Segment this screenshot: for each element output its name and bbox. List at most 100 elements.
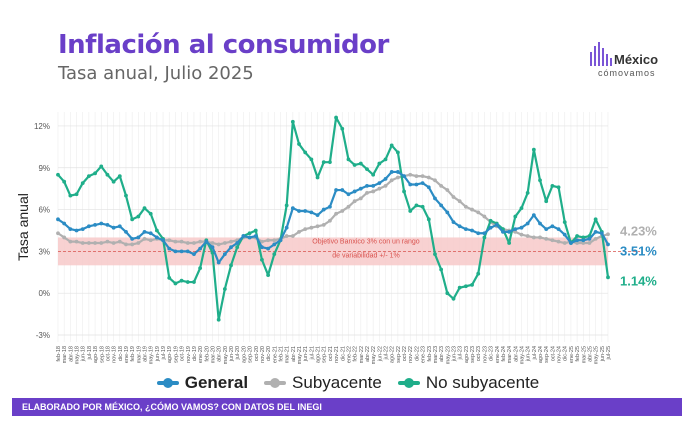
series-point-0	[420, 181, 425, 185]
series-point-2	[395, 150, 400, 155]
series-point-0	[395, 170, 400, 174]
series-point-2	[352, 163, 357, 167]
series-point-1	[463, 204, 468, 209]
series-point-2	[229, 263, 233, 268]
x-tick-label: may-21	[297, 346, 303, 364]
x-tick-label: feb-19	[130, 346, 136, 362]
series-point-2	[80, 181, 85, 185]
legend-label-no-subyacente: No subyacente	[425, 373, 540, 392]
y-axis-title: Tasa anual	[15, 193, 31, 261]
series-point-0	[93, 223, 97, 227]
series-point-0	[136, 235, 141, 240]
series-point-2	[463, 284, 468, 289]
series-point-1	[321, 223, 326, 227]
series-point-0	[340, 188, 345, 192]
x-tick-label: dic-22	[414, 346, 420, 361]
series-point-1	[56, 231, 60, 236]
series-point-0	[328, 204, 332, 209]
x-tick-label: dic-23	[489, 346, 495, 361]
x-tick-label: ago-19	[167, 346, 173, 363]
x-tick-label: ene-20	[198, 346, 204, 363]
series-point-0	[513, 227, 518, 231]
series-point-2	[86, 174, 91, 179]
y-tick-label: -3%	[36, 331, 50, 340]
series-point-2	[538, 178, 542, 183]
x-tick-label: ago-20	[241, 346, 247, 363]
legend-item-subyacente: Subyacente	[264, 373, 382, 393]
series-point-2	[142, 206, 147, 211]
series-point-2	[389, 143, 394, 148]
series-point-2	[216, 317, 221, 322]
series-point-2	[68, 193, 73, 198]
series-point-1	[544, 236, 549, 241]
series-point-1	[315, 224, 320, 229]
x-tick-label: nov-22	[408, 346, 414, 363]
end-value-label: 3.51%	[620, 244, 657, 259]
x-tick-label: mar-24	[507, 346, 513, 363]
series-point-1	[389, 178, 394, 183]
series-point-0	[235, 241, 240, 245]
series-point-0	[99, 221, 104, 226]
series-point-0	[544, 227, 549, 231]
series-point-0	[383, 177, 388, 181]
series-point-1	[179, 239, 184, 244]
x-tick-label: abr-23	[439, 346, 445, 362]
x-tick-label: sep-23	[470, 346, 476, 363]
x-tick-label: feb-23	[427, 346, 433, 362]
x-tick-label: ago-21	[316, 346, 322, 363]
series-point-2	[173, 281, 178, 286]
logo-text-sub: cómovamos	[598, 68, 656, 78]
x-tick-label: jul-25	[606, 346, 612, 360]
end-value-label: 4.23%	[620, 223, 657, 238]
x-tick-label: jul-19	[161, 346, 167, 360]
source-footer: ELABORADO POR MÉXICO, ¿CÓMO VAMOS? CON D…	[12, 398, 682, 416]
series-point-2	[377, 161, 382, 166]
series-point-2	[408, 209, 413, 213]
series-point-0	[148, 231, 153, 236]
series-point-1	[519, 232, 524, 237]
series-point-0	[315, 213, 320, 218]
series-point-2	[346, 157, 351, 162]
x-tick-label: abr-22	[365, 346, 371, 362]
series-point-0	[476, 231, 481, 236]
series-point-0	[433, 196, 437, 201]
x-tick-label: jul-23	[458, 346, 464, 360]
x-tick-label: dic-18	[118, 346, 124, 361]
x-tick-label: nov-18	[112, 346, 118, 363]
series-point-0	[167, 246, 172, 251]
legend-item-no-subyacente: No subyacente	[397, 373, 540, 393]
x-tick-label: jul-21	[309, 346, 315, 360]
x-tick-label: may-19	[149, 346, 155, 364]
series-point-1	[185, 241, 190, 245]
series-point-2	[562, 220, 567, 225]
series-point-1	[482, 214, 487, 219]
series-point-2	[531, 147, 536, 152]
x-tick-label: oct-20	[254, 346, 260, 361]
series-point-1	[80, 241, 85, 245]
series-point-1	[451, 195, 456, 199]
series-point-2	[402, 189, 406, 194]
x-tick-label: may-18	[75, 346, 81, 364]
x-tick-label: jun-19	[155, 346, 161, 362]
series-point-1	[309, 225, 314, 230]
series-point-1	[111, 241, 116, 245]
series-point-0	[68, 227, 73, 231]
series-point-1	[284, 234, 289, 238]
series-point-1	[445, 188, 450, 192]
legend-item-general: General	[156, 373, 248, 393]
x-tick-label: dic-21	[340, 346, 346, 361]
x-tick-label: feb-18	[56, 346, 62, 362]
series-point-0	[562, 232, 567, 237]
x-tick-label: mar-20	[210, 346, 216, 363]
x-tick-label: dic-24	[563, 346, 569, 361]
x-tick-label: jun-24	[526, 346, 532, 362]
series-point-1	[222, 241, 227, 245]
series-point-2	[222, 287, 227, 291]
series-point-0	[179, 249, 184, 254]
series-point-0	[204, 239, 209, 244]
series-point-2	[365, 167, 369, 172]
series-point-1	[260, 239, 264, 244]
series-point-0	[525, 221, 530, 226]
series-point-1	[470, 207, 474, 212]
series-point-0	[593, 229, 598, 234]
